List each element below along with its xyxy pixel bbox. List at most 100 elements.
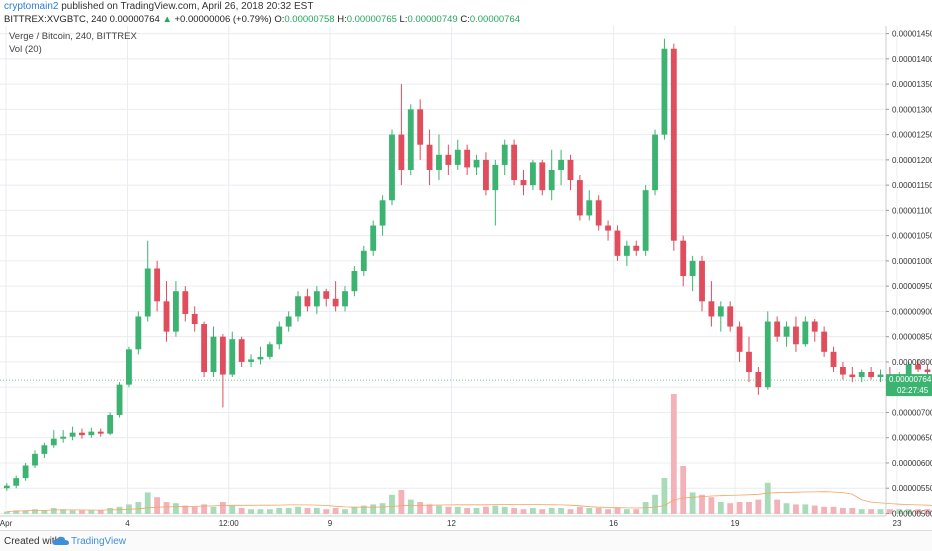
candle-body-84 bbox=[793, 326, 799, 345]
volume-bar-36 bbox=[342, 509, 348, 514]
volume-bar-61 bbox=[576, 506, 583, 514]
candle-body-33 bbox=[313, 291, 320, 307]
volume-bar-11 bbox=[107, 508, 114, 514]
volume-bar-26 bbox=[248, 509, 254, 514]
publish-info: published on TradingView.com, April 26, … bbox=[61, 1, 314, 12]
open-key: O: bbox=[274, 14, 285, 25]
tradingview-cloud-icon bbox=[52, 536, 69, 545]
volume-bar-42 bbox=[398, 490, 405, 514]
volume-bar-59 bbox=[558, 508, 565, 514]
volume-bar-16 bbox=[154, 497, 161, 514]
candle-body-96 bbox=[905, 364, 912, 375]
volume-bar-79 bbox=[746, 502, 752, 514]
candle-body-8 bbox=[79, 432, 85, 436]
volume-bar-32 bbox=[304, 508, 311, 514]
candle-body-81 bbox=[764, 321, 771, 388]
candle-body-29 bbox=[276, 326, 283, 345]
plot-area bbox=[0, 26, 886, 516]
tradingview-link[interactable]: TradingView bbox=[71, 536, 127, 547]
volume-bar-57 bbox=[539, 509, 546, 514]
candle-body-49 bbox=[464, 149, 471, 168]
close-key: C: bbox=[460, 14, 470, 25]
volume-bar-25 bbox=[238, 508, 245, 514]
time-tick-label-1: 4 bbox=[125, 519, 130, 528]
candle-body-89 bbox=[840, 366, 846, 375]
candle-body-42 bbox=[398, 134, 405, 170]
candle-body-48 bbox=[454, 149, 461, 165]
volume-bar-40 bbox=[379, 503, 386, 514]
volume-bar-51 bbox=[483, 506, 489, 514]
candle-body-68 bbox=[642, 190, 649, 251]
candle-body-73 bbox=[689, 260, 696, 277]
volume-bar-19 bbox=[182, 505, 189, 514]
candle-body-28 bbox=[266, 344, 273, 357]
candle-body-36 bbox=[342, 291, 348, 307]
volume-bar-35 bbox=[332, 508, 339, 514]
price-tick-label-6: 0.00001150 bbox=[892, 181, 932, 190]
volume-bar-85 bbox=[802, 504, 809, 514]
candle-body-98 bbox=[924, 369, 931, 373]
price-axis[interactable]: 0.00001450 0.00001400 0.00001350 0.00001300… bbox=[886, 30, 932, 519]
candle-body-51 bbox=[483, 159, 489, 191]
candle-body-23 bbox=[219, 336, 226, 375]
price-tick-label-15: 0.00000700 bbox=[892, 408, 932, 417]
volume-bar-29 bbox=[276, 508, 283, 514]
volume-bar-81 bbox=[764, 482, 771, 514]
candles bbox=[3, 38, 931, 491]
candle-body-34 bbox=[323, 291, 330, 299]
volume-bar-46 bbox=[436, 505, 442, 514]
volume-bar-38 bbox=[360, 505, 367, 514]
price-tick-label-11: 0.00000900 bbox=[892, 307, 932, 316]
volume-bar-84 bbox=[793, 504, 799, 514]
volume-legend[interactable]: Vol (20) bbox=[9, 44, 42, 55]
candle-body-52 bbox=[492, 164, 499, 191]
volume-bar-91 bbox=[858, 509, 865, 514]
candle-body-59 bbox=[558, 159, 565, 170]
change-value: +0.00000006 (+0.79%) bbox=[174, 14, 272, 25]
last-price-tag: 0.00000764 02:27:45 bbox=[886, 374, 932, 397]
created-with-label: Created with bbox=[4, 536, 61, 547]
open-value: 0.00000758 bbox=[284, 14, 335, 25]
candle-body-46 bbox=[436, 154, 442, 170]
candle-body-63 bbox=[595, 200, 602, 226]
volume-bar-62 bbox=[586, 508, 593, 514]
volume-bar-22 bbox=[210, 506, 217, 514]
candle-body-50 bbox=[473, 159, 480, 168]
candle-body-85 bbox=[802, 321, 809, 345]
volume-bar-43 bbox=[407, 499, 414, 514]
series-legend[interactable]: Verge / Bitcoin, 240, BITTREX bbox=[9, 31, 137, 42]
candle-body-18 bbox=[172, 291, 179, 332]
time-tick-label-7: 23 bbox=[893, 519, 902, 528]
author-link[interactable]: cryptomain2 bbox=[4, 1, 59, 12]
volume-bar-95 bbox=[896, 509, 903, 514]
volume-bar-94 bbox=[886, 509, 893, 514]
price-tick-label-5: 0.00001200 bbox=[892, 156, 932, 165]
footer: Created with TradingView bbox=[0, 530, 932, 551]
candle-body-80 bbox=[755, 372, 762, 388]
candle-body-54 bbox=[511, 144, 518, 181]
volume-bar-45 bbox=[426, 504, 433, 514]
high-value: 0.00000765 bbox=[346, 14, 397, 25]
candle-body-21 bbox=[201, 324, 208, 373]
candle-body-16 bbox=[154, 268, 161, 302]
candle-body-47 bbox=[445, 154, 452, 165]
candle-body-86 bbox=[811, 321, 818, 332]
volume-bar-44 bbox=[417, 502, 424, 514]
candle-body-83 bbox=[783, 326, 790, 337]
candle-body-39 bbox=[370, 225, 377, 251]
volume-bar-67 bbox=[633, 509, 640, 514]
symbol-label: BITTREX:XVGBTC, 240 bbox=[4, 14, 107, 25]
candle-body-70 bbox=[661, 48, 668, 135]
candle-body-92 bbox=[868, 372, 875, 378]
candle-body-82 bbox=[774, 321, 781, 337]
candle-body-35 bbox=[332, 298, 339, 307]
volume-bar-54 bbox=[511, 508, 518, 514]
volume-bar-49 bbox=[464, 508, 471, 514]
change-up-icon: ▲ bbox=[162, 14, 172, 25]
volume-bar-63 bbox=[595, 508, 602, 514]
candle-body-93 bbox=[877, 374, 884, 378]
last-price: 0.00000764 bbox=[109, 14, 160, 25]
volume-bar-30 bbox=[285, 508, 292, 514]
